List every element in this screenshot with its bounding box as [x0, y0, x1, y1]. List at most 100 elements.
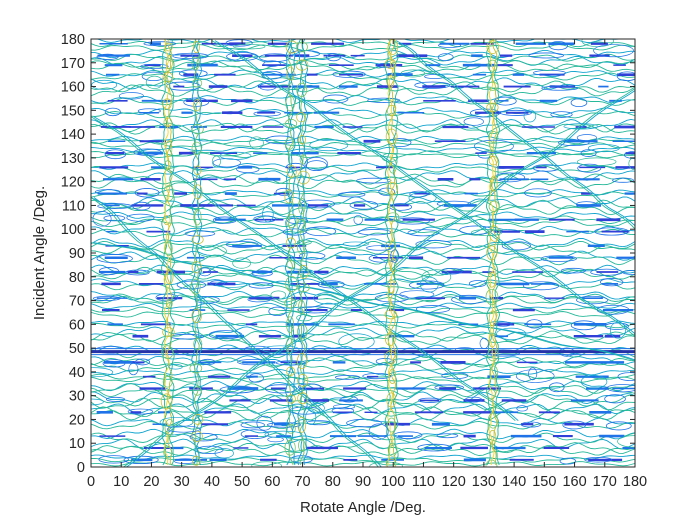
ridge-loop: [298, 439, 306, 452]
x-tick-label: 70: [294, 474, 310, 490]
contour-line: [91, 244, 635, 255]
x-tick-label: 90: [355, 474, 371, 490]
contour-loop: [622, 270, 635, 275]
contour-line: [91, 391, 635, 405]
contour-island: [399, 290, 435, 299]
ridge-loop: [191, 56, 200, 71]
ridge-loop: [164, 240, 173, 257]
ridge-loop: [384, 350, 397, 365]
contour-island: [516, 405, 528, 412]
contour-line: [91, 269, 635, 280]
contour-loop: [408, 280, 445, 290]
ridge-loop: [163, 446, 173, 459]
ridge-loop: [165, 54, 173, 70]
contour-loop: [265, 135, 296, 145]
contour-loop: [464, 396, 483, 403]
contour-loop: [127, 408, 154, 415]
contour-line: [91, 237, 635, 249]
contour-line: [91, 110, 635, 120]
contour-loop: [248, 373, 264, 383]
ridge-loop: [191, 124, 204, 135]
ridge-loop: [193, 209, 202, 226]
ridge-loop: [385, 332, 396, 346]
contour-line: [91, 72, 635, 81]
ridge-loop: [487, 389, 496, 400]
ridge-loop: [489, 175, 498, 192]
ridge-loop: [162, 71, 173, 83]
contour-line: [91, 146, 635, 153]
diagonal-ridge: [93, 197, 382, 467]
ridge-loop: [489, 365, 498, 380]
ridge-loop: [286, 394, 296, 404]
contour-loop: [548, 41, 569, 51]
contour-loop: [225, 39, 253, 47]
ridge-loop: [487, 412, 499, 429]
contour-loop: [337, 191, 366, 198]
ridge-loop: [487, 59, 498, 72]
contour-island: [91, 367, 114, 378]
ridge-loop: [486, 102, 499, 113]
contour-line: [91, 84, 635, 97]
y-tick-label: 50: [69, 341, 85, 357]
ridge-loop: [297, 392, 309, 405]
contour-island: [381, 153, 399, 162]
x-tick-label: 0: [87, 474, 95, 490]
contour-loop: [415, 239, 452, 249]
ridge-loop: [298, 197, 306, 215]
ridge-loop: [295, 59, 309, 71]
y-tick-label: 60: [69, 317, 85, 333]
contour-island: [409, 190, 428, 198]
contour-island: [118, 92, 144, 100]
x-tick-label: 130: [472, 474, 496, 490]
contour-island: [366, 245, 393, 251]
ridge-loop: [486, 40, 500, 54]
ridge-loop: [296, 218, 306, 233]
contour-loop: [617, 372, 635, 381]
ridge-loop: [299, 264, 309, 279]
ridge-loop: [297, 170, 310, 185]
contour-line: [91, 326, 635, 338]
ridge-loop: [285, 423, 296, 434]
contour-loop: [297, 383, 321, 391]
ridge-loop: [286, 316, 295, 334]
ridge-loop: [488, 429, 497, 445]
contour-loop: [528, 52, 565, 59]
y-tick-label: 10: [69, 436, 85, 452]
contour-island: [211, 155, 221, 168]
contour-loop: [226, 52, 259, 61]
vertical-ridge: [196, 39, 203, 466]
y-tick-label: 30: [69, 389, 85, 405]
contour-island: [576, 134, 597, 142]
ridge-loop: [191, 261, 202, 274]
y-axis-label: Incident Angle /Deg.: [31, 186, 48, 320]
ridge-loop: [388, 158, 397, 174]
contour-loop: [297, 306, 333, 314]
contour-island: [470, 229, 503, 237]
contour-loop: [134, 188, 160, 198]
contour-island: [249, 136, 264, 150]
contour-loop: [199, 358, 216, 366]
contour-line: [91, 357, 635, 368]
ridge-loop: [286, 66, 295, 81]
contour-island: [233, 43, 266, 50]
x-tick-label: 50: [234, 474, 250, 490]
contour-loop: [346, 418, 382, 428]
contour-line: [91, 330, 635, 342]
contour-line: [91, 44, 635, 51]
ridge-loop: [191, 78, 203, 88]
ridge-loop: [298, 299, 306, 315]
y-tick-label: 40: [69, 365, 85, 381]
ridge-loop: [189, 363, 203, 374]
contour-loop: [322, 94, 349, 104]
contour-loop: [189, 432, 218, 442]
contour-loop: [558, 139, 590, 146]
contour-loop: [526, 319, 543, 329]
contour-loop: [584, 456, 613, 463]
ridge-loop: [285, 275, 299, 293]
contour-island: [305, 409, 317, 425]
contour-island: [197, 244, 227, 258]
ridge-loop: [295, 41, 308, 53]
contour-loop: [133, 148, 162, 156]
ridge-loop: [190, 278, 201, 295]
contour-line: [91, 60, 635, 71]
